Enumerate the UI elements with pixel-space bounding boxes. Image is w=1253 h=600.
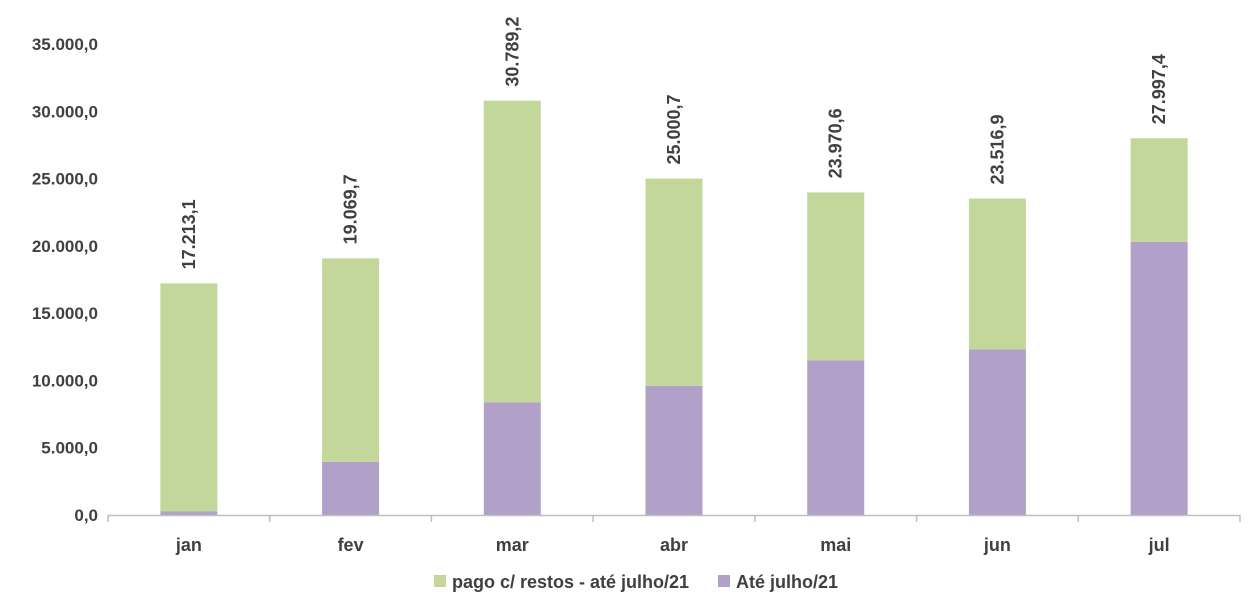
bar-segment-ate-julho (807, 360, 865, 515)
x-category-label: jan (175, 535, 202, 555)
x-category-label: fev (338, 535, 364, 555)
legend-swatch-pago-restos (434, 575, 446, 587)
bar-total-label: 27.997,4 (1149, 54, 1169, 124)
bar-total-label: 23.970,6 (826, 108, 846, 178)
x-category-label: mai (820, 535, 851, 555)
legend-label-ate-julho: Até julho/21 (736, 572, 838, 592)
data-label-group: 17.213,1 19.069,7 30.789,2 25.000,7 23.970,6… (179, 17, 1169, 270)
bar-total-label: 25.000,7 (664, 94, 684, 164)
x-axis: jan fev mar abr mai jun jul (107, 514, 1241, 555)
bar-total-label: 17.213,1 (179, 199, 199, 269)
bar-segment-ate-julho (322, 461, 380, 515)
legend-label-pago-restos: pago c/ restos - até julho/21 (452, 572, 689, 592)
y-tick-label: 15.000,0 (32, 304, 98, 323)
bar-segment-pago-restos (807, 192, 865, 361)
y-axis: 0,0 5.000,0 10.000,0 15.000,0 20.000,0 25.000… (32, 35, 98, 525)
bar-segment-pago-restos (322, 258, 380, 462)
bar-segment-pago-restos (1130, 138, 1188, 242)
y-tick-label: 35.000,0 (32, 35, 98, 54)
bar-segment-ate-julho (645, 385, 703, 515)
y-tick-label: 25.000,0 (32, 170, 98, 189)
bar-segment-ate-julho (160, 511, 218, 515)
bar-total-label: 23.516,9 (987, 114, 1007, 184)
bar-segment-pago-restos (968, 198, 1026, 350)
legend-swatch-ate-julho (718, 575, 730, 587)
legend: pago c/ restos - até julho/21 Até julho/… (434, 572, 838, 592)
bar-segment-ate-julho (483, 402, 541, 515)
y-tick-label: 10.000,0 (32, 371, 98, 390)
bar-segment-ate-julho (968, 349, 1026, 515)
x-category-label: mar (496, 535, 529, 555)
bar-segment-pago-restos (160, 283, 218, 512)
y-tick-label: 0,0 (74, 506, 98, 525)
y-tick-label: 30.000,0 (32, 102, 98, 121)
x-category-label: jul (1148, 535, 1170, 555)
bar-stack-group (160, 100, 1188, 515)
bar-segment-ate-julho (1130, 241, 1188, 515)
x-category-label: jun (983, 535, 1011, 555)
x-category-label: abr (660, 535, 688, 555)
bar-total-label: 30.789,2 (502, 17, 522, 87)
bar-segment-pago-restos (483, 100, 541, 403)
bar-total-label: 19.069,7 (341, 174, 361, 244)
y-tick-label: 5.000,0 (41, 439, 98, 458)
y-tick-label: 20.000,0 (32, 237, 98, 256)
bar-segment-pago-restos (645, 178, 703, 386)
